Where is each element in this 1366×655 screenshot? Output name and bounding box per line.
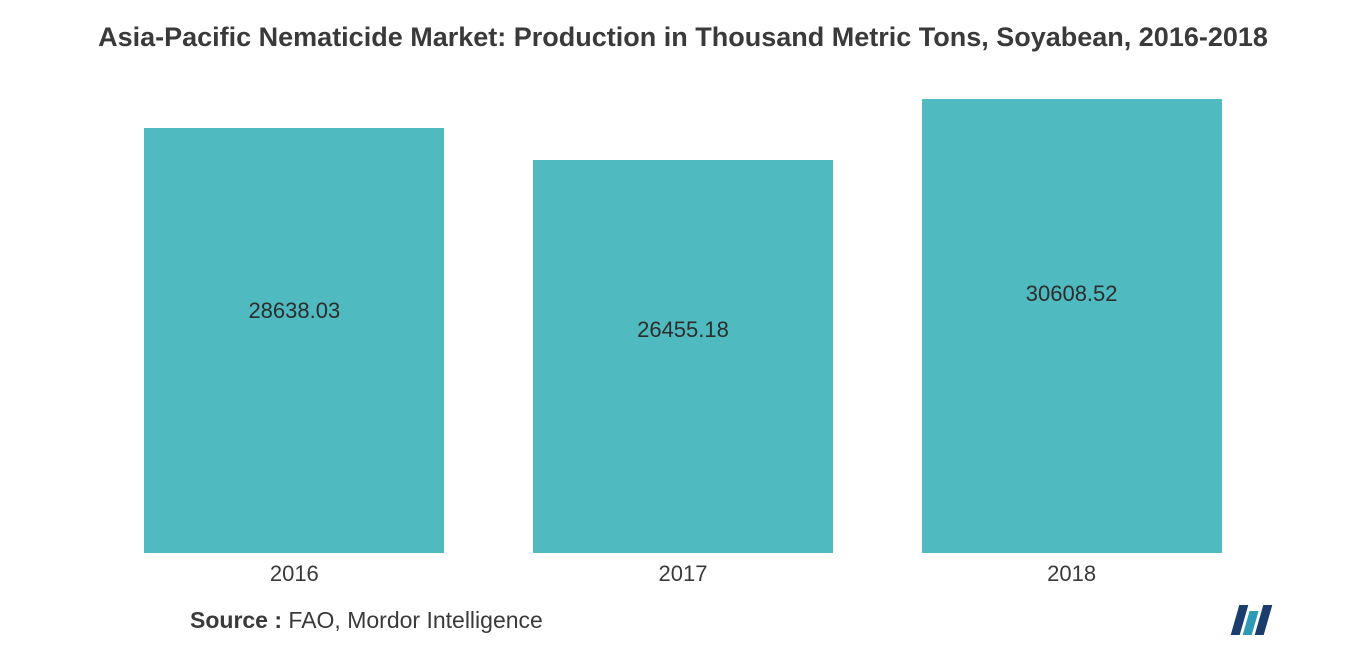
bar-group-1: 26455.18 <box>533 160 833 553</box>
source-text: FAO, Mordor Intelligence <box>282 607 543 633</box>
bar-0: 28638.03 <box>144 128 444 553</box>
plot-area: 28638.03 26455.18 30608.52 <box>40 65 1326 553</box>
bar-group-0: 28638.03 <box>144 128 444 553</box>
logo-bars <box>1231 605 1273 635</box>
logo-bar-3 <box>1255 605 1273 635</box>
chart-title: Asia-Pacific Nematicide Market: Producti… <box>98 20 1268 55</box>
bar-1: 26455.18 <box>533 160 833 553</box>
x-label-0: 2016 <box>144 561 444 587</box>
bar-group-2: 30608.52 <box>922 99 1222 553</box>
source-label: Source : <box>190 607 282 633</box>
chart-footer: Source : FAO, Mordor Intelligence <box>40 587 1326 635</box>
chart-container: Asia-Pacific Nematicide Market: Producti… <box>0 0 1366 655</box>
mordor-logo-icon <box>1235 605 1268 635</box>
x-axis-labels: 2016 2017 2018 <box>40 553 1326 587</box>
bar-2: 30608.52 <box>922 99 1222 553</box>
bar-value-0: 28638.03 <box>144 298 444 324</box>
source-attribution: Source : FAO, Mordor Intelligence <box>190 607 543 634</box>
x-label-2: 2018 <box>922 561 1222 587</box>
bar-value-1: 26455.18 <box>533 317 833 343</box>
x-label-1: 2017 <box>533 561 833 587</box>
bar-value-2: 30608.52 <box>922 281 1222 307</box>
